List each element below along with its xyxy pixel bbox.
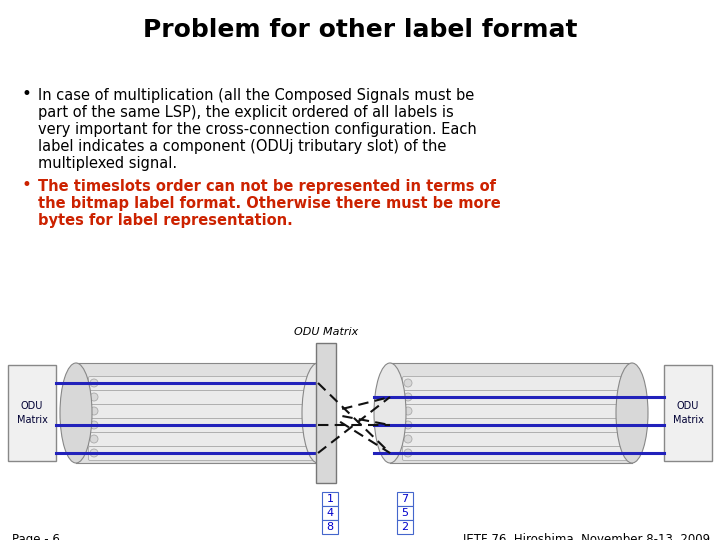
Circle shape <box>90 407 98 415</box>
Ellipse shape <box>60 363 92 463</box>
FancyBboxPatch shape <box>402 418 628 433</box>
Bar <box>76 363 318 463</box>
Circle shape <box>404 449 412 457</box>
Text: ODU Matrix: ODU Matrix <box>294 327 358 337</box>
Text: 5: 5 <box>402 508 408 518</box>
FancyBboxPatch shape <box>402 390 628 404</box>
Text: The timeslots order can not be represented in terms of: The timeslots order can not be represent… <box>38 179 496 194</box>
Text: 8: 8 <box>326 522 333 532</box>
Bar <box>397 492 413 506</box>
Text: 4: 4 <box>326 508 333 518</box>
Circle shape <box>90 379 98 387</box>
Text: IETF 76, Hiroshima, November 8-13, 2009: IETF 76, Hiroshima, November 8-13, 2009 <box>463 533 710 540</box>
FancyBboxPatch shape <box>89 418 313 433</box>
Text: very important for the cross-connection configuration. Each: very important for the cross-connection … <box>38 122 477 137</box>
FancyBboxPatch shape <box>89 376 313 390</box>
Bar <box>8 365 56 461</box>
Bar <box>322 506 338 520</box>
Circle shape <box>404 421 412 429</box>
FancyBboxPatch shape <box>402 376 628 390</box>
Text: part of the same LSP), the explicit ordered of all labels is: part of the same LSP), the explicit orde… <box>38 105 454 120</box>
Text: •: • <box>22 85 32 103</box>
Text: 2: 2 <box>402 522 408 532</box>
Circle shape <box>404 407 412 415</box>
FancyBboxPatch shape <box>89 404 313 418</box>
Circle shape <box>90 435 98 443</box>
Bar <box>322 492 338 506</box>
Ellipse shape <box>302 363 334 463</box>
Text: 7: 7 <box>402 494 408 504</box>
Circle shape <box>90 393 98 401</box>
FancyBboxPatch shape <box>89 390 313 404</box>
FancyBboxPatch shape <box>89 433 313 447</box>
FancyBboxPatch shape <box>89 447 313 461</box>
Text: ODU
Matrix: ODU Matrix <box>672 401 703 424</box>
Text: In case of multiplication (all the Composed Signals must be: In case of multiplication (all the Compo… <box>38 88 474 103</box>
Text: 1: 1 <box>326 494 333 504</box>
Bar <box>322 520 338 534</box>
Text: label indicates a component (ODUj tributary slot) of the: label indicates a component (ODUj tribut… <box>38 139 446 154</box>
Circle shape <box>404 393 412 401</box>
Text: Problem for other label format: Problem for other label format <box>143 18 577 42</box>
Bar <box>316 343 336 483</box>
Ellipse shape <box>616 363 648 463</box>
FancyBboxPatch shape <box>402 433 628 447</box>
Ellipse shape <box>374 363 406 463</box>
Circle shape <box>90 421 98 429</box>
Bar <box>390 363 632 463</box>
Text: ODU
Matrix: ODU Matrix <box>17 401 48 424</box>
Circle shape <box>90 449 98 457</box>
Text: bytes for label representation.: bytes for label representation. <box>38 213 293 228</box>
Text: Page - 6: Page - 6 <box>12 533 60 540</box>
Text: •: • <box>22 176 32 194</box>
Bar <box>664 365 712 461</box>
FancyBboxPatch shape <box>402 447 628 461</box>
Bar <box>397 520 413 534</box>
Circle shape <box>404 379 412 387</box>
Circle shape <box>404 435 412 443</box>
Bar <box>397 506 413 520</box>
Text: multiplexed signal.: multiplexed signal. <box>38 156 177 171</box>
FancyBboxPatch shape <box>402 404 628 418</box>
Text: the bitmap label format. Otherwise there must be more: the bitmap label format. Otherwise there… <box>38 196 500 211</box>
